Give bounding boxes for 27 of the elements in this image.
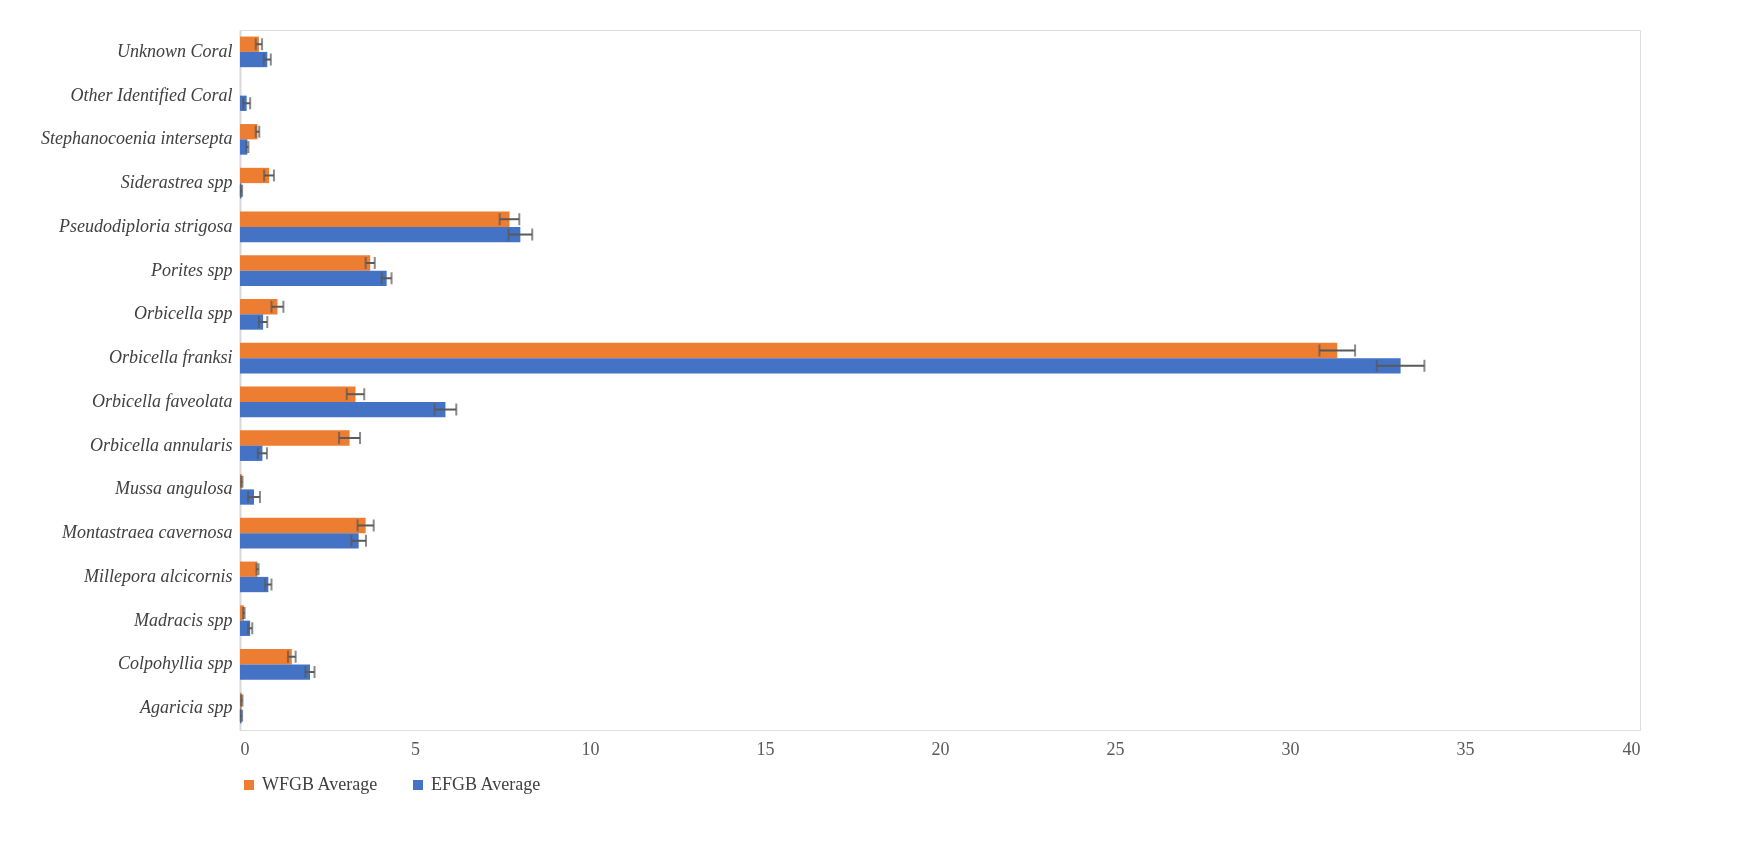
y-tick-label: Millepora alcicornis (83, 565, 233, 586)
y-tick-label: Orbicella spp (134, 303, 233, 324)
y-tick-label: Unknown Coral (116, 40, 233, 61)
y-tick-label: Agaricia spp (139, 697, 233, 718)
legend-label: WFGB Average (262, 774, 378, 794)
x-tick-label: 40 (1622, 738, 1641, 759)
y-tick-label: Orbicella faveolata (92, 390, 233, 411)
x-tick-label: 30 (1281, 738, 1300, 759)
y-tick-label: Colpohyllia spp (117, 653, 233, 674)
x-tick-label: 5 (411, 738, 420, 759)
y-tick-label: Orbicella franksi (109, 347, 233, 368)
y-tick-label: Stephanocoenia intersepta (41, 128, 233, 149)
y-tick-label: Pseudodiploria strigosa (57, 215, 233, 236)
legend-label: EFGB Average (431, 774, 541, 794)
x-tick-label: 20 (931, 738, 950, 759)
y-tick-label: Madracis spp (133, 609, 233, 630)
y-tick-label: Orbicella annularis (90, 434, 233, 455)
x-tick-label: 25 (1106, 738, 1125, 759)
x-tick-label: 10 (581, 738, 600, 759)
y-tick-label: Mussa angulosa (113, 478, 233, 499)
y-tick-label: Siderastrea spp (120, 172, 233, 193)
x-tick-label: 0 (240, 738, 250, 759)
x-tick-label: 15 (756, 738, 775, 759)
x-tick-label: 35 (1456, 738, 1475, 759)
y-tick-label: Montastraea cavernosa (61, 522, 233, 543)
y-tick-label: Porites spp (149, 259, 233, 280)
y-tick-label: Other Identified Coral (70, 84, 233, 105)
